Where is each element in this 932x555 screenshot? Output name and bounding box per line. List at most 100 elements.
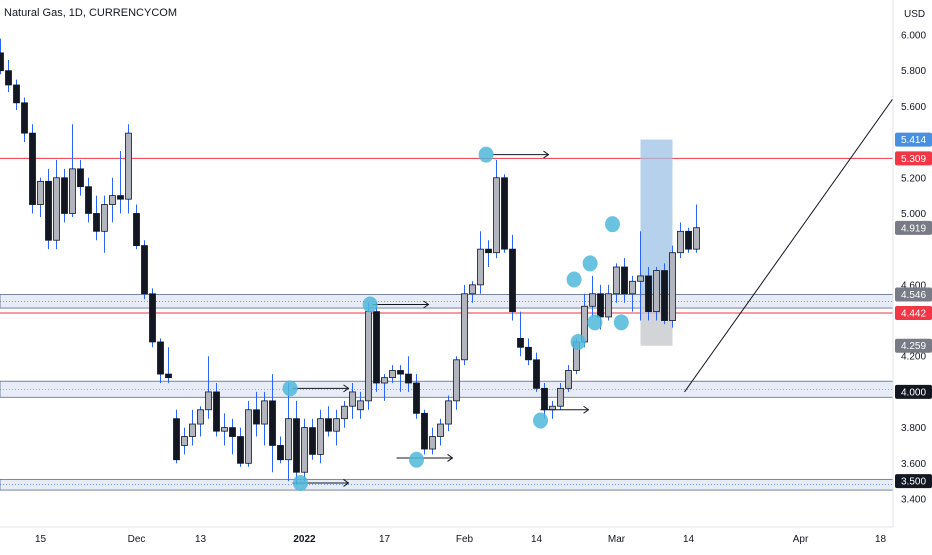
arrow-line[interactable] [292, 384, 350, 393]
candle[interactable] [613, 263, 620, 303]
pivot-marker[interactable] [587, 314, 603, 331]
candle[interactable] [37, 177, 44, 218]
candle[interactable] [485, 240, 492, 267]
candle[interactable] [205, 356, 212, 419]
candle[interactable] [509, 234, 516, 321]
candle[interactable] [461, 284, 468, 366]
candle[interactable] [181, 427, 188, 455]
candle[interactable] [533, 352, 540, 392]
candle[interactable] [565, 365, 572, 392]
pivot-marker[interactable] [409, 451, 424, 468]
candle[interactable] [557, 383, 564, 410]
candle[interactable] [629, 275, 636, 312]
candle[interactable] [677, 222, 684, 259]
pivot-marker[interactable] [533, 412, 548, 429]
candle[interactable] [269, 374, 276, 473]
pivot-marker[interactable] [605, 216, 620, 233]
candle[interactable] [197, 406, 204, 437]
candle[interactable] [29, 124, 36, 214]
candle[interactable] [165, 347, 172, 383]
candle[interactable] [605, 284, 612, 321]
candle[interactable] [589, 275, 596, 317]
arrow-line[interactable] [540, 405, 590, 414]
candle[interactable] [469, 281, 476, 303]
trend-line[interactable] [684, 98, 893, 393]
candle[interactable] [517, 311, 524, 357]
candle[interactable] [397, 365, 404, 392]
candle[interactable] [133, 204, 140, 250]
candle[interactable] [317, 409, 324, 464]
candle[interactable] [77, 159, 84, 196]
candle[interactable] [85, 177, 92, 223]
candle[interactable] [109, 177, 116, 223]
pivot-marker[interactable] [282, 380, 298, 397]
candle[interactable] [149, 288, 156, 348]
candle[interactable] [61, 168, 68, 223]
candle[interactable] [477, 231, 484, 294]
candle[interactable] [621, 258, 628, 303]
candle[interactable] [445, 395, 452, 432]
candle[interactable] [261, 391, 268, 446]
candle[interactable] [245, 400, 252, 467]
candle[interactable] [453, 356, 460, 410]
pivot-marker[interactable] [362, 296, 378, 313]
candle[interactable] [125, 124, 132, 214]
pivot-marker[interactable] [566, 271, 582, 288]
candle[interactable] [301, 418, 308, 482]
candle[interactable] [213, 383, 220, 437]
candle[interactable] [141, 240, 148, 300]
candle[interactable] [389, 365, 396, 383]
candle[interactable] [157, 338, 164, 383]
candle[interactable] [501, 174, 508, 253]
candle[interactable] [365, 302, 372, 410]
candle[interactable] [117, 151, 124, 214]
candle[interactable] [229, 418, 236, 455]
candle[interactable] [645, 267, 652, 321]
pivot-marker[interactable] [613, 314, 629, 331]
candle[interactable] [325, 406, 332, 437]
candle[interactable] [333, 409, 340, 446]
candle[interactable] [69, 124, 76, 218]
candle[interactable] [237, 427, 244, 467]
candle[interactable] [293, 400, 300, 485]
arrow-line[interactable] [492, 150, 550, 159]
candle[interactable] [0, 38, 4, 75]
candle[interactable] [253, 391, 260, 437]
candle[interactable] [493, 159, 500, 259]
candle[interactable] [357, 391, 364, 419]
candle[interactable] [285, 383, 292, 482]
pivot-marker[interactable] [582, 255, 598, 272]
candle[interactable] [413, 374, 420, 419]
candle[interactable] [21, 97, 28, 143]
candle[interactable] [309, 418, 316, 460]
candle[interactable] [525, 338, 532, 366]
pivot-marker[interactable] [570, 333, 586, 350]
candle[interactable] [421, 409, 428, 455]
candle[interactable] [381, 374, 388, 401]
candle[interactable] [341, 400, 348, 428]
candle[interactable] [93, 195, 100, 241]
candle[interactable] [13, 79, 20, 110]
arrow-line[interactable] [396, 454, 454, 462]
candle[interactable] [189, 409, 196, 446]
candle[interactable] [221, 413, 228, 446]
candle[interactable] [437, 418, 444, 446]
candle[interactable] [653, 267, 660, 321]
candle[interactable] [101, 195, 108, 253]
candle[interactable] [429, 427, 436, 455]
candle[interactable] [277, 436, 284, 464]
candle[interactable] [349, 383, 356, 419]
candle[interactable] [53, 159, 60, 250]
candle[interactable] [661, 263, 668, 325]
candle[interactable] [173, 409, 180, 464]
candle[interactable] [637, 231, 644, 321]
pivot-marker[interactable] [478, 146, 494, 163]
candle[interactable] [373, 302, 380, 392]
pivot-marker[interactable] [293, 474, 308, 491]
candle[interactable] [693, 204, 700, 253]
candle[interactable] [405, 356, 412, 392]
candle[interactable] [669, 245, 676, 328]
candle[interactable] [685, 227, 692, 253]
